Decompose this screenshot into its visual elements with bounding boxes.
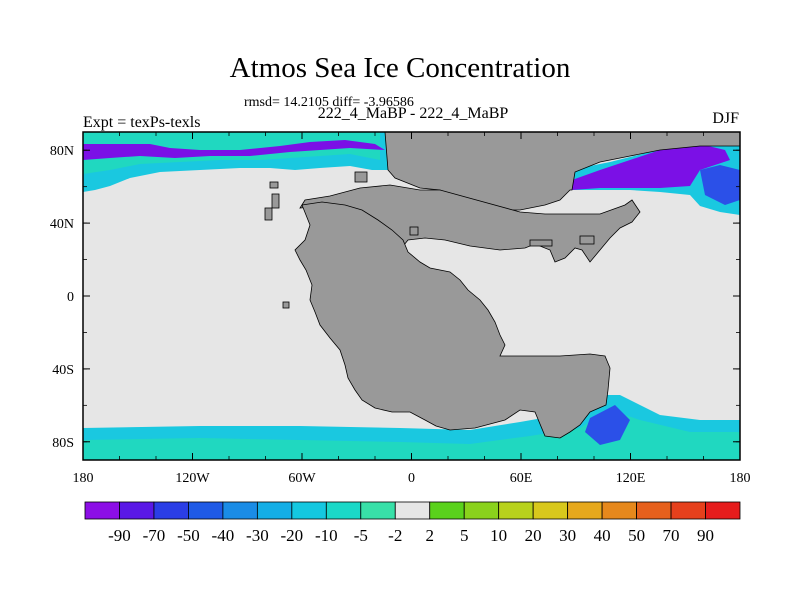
land-island-h bbox=[409, 226, 419, 236]
colorbar-label: 5 bbox=[460, 526, 469, 545]
colorbar-swatch bbox=[636, 501, 672, 520]
x-tick-label: 120W bbox=[175, 471, 210, 486]
colorbar-swatch bbox=[567, 501, 603, 520]
y-tick-label: 40N bbox=[50, 217, 74, 232]
colorbar-label: 50 bbox=[628, 526, 645, 545]
colorbar-label: -50 bbox=[177, 526, 200, 545]
colorbar-label: 30 bbox=[559, 526, 576, 545]
y-tick-label: 40S bbox=[52, 363, 74, 378]
colorbar-label: -20 bbox=[281, 526, 304, 545]
colorbar-swatch bbox=[463, 501, 500, 520]
colorbar-swatch bbox=[705, 501, 741, 520]
colorbar-swatch bbox=[532, 501, 569, 520]
experiment-subtitle: 222_4_MaBP - 222_4_MaBP bbox=[317, 105, 509, 122]
colorbar-label: -70 bbox=[143, 526, 166, 545]
colorbar-swatch bbox=[222, 501, 258, 520]
arctic-ice-loss-east-deep bbox=[700, 165, 740, 205]
land-island-g bbox=[579, 235, 595, 245]
colorbar-label: 40 bbox=[594, 526, 611, 545]
colorbar-label: -90 bbox=[108, 526, 131, 545]
land-island-d bbox=[282, 301, 290, 309]
colorbar-label: 20 bbox=[525, 526, 542, 545]
colorbar-swatch bbox=[670, 501, 706, 520]
colorbar-label: -30 bbox=[246, 526, 269, 545]
x-tick-label: 180 bbox=[73, 471, 94, 486]
colorbar-swatch bbox=[601, 501, 637, 520]
colorbar-label: 70 bbox=[663, 526, 680, 545]
colorbar-swatch bbox=[153, 501, 189, 520]
land-island-b bbox=[271, 193, 280, 209]
y-axis: 80N 40N 0 40S 80S bbox=[50, 144, 740, 451]
colorbar-label: 90 bbox=[697, 526, 714, 545]
colorbar-swatch bbox=[498, 501, 534, 520]
colorbar-label: 2 bbox=[425, 526, 434, 545]
colorbar-label: -5 bbox=[354, 526, 368, 545]
x-tick-label: 180 bbox=[730, 471, 751, 486]
colorbar-swatch bbox=[291, 501, 327, 520]
x-tick-label: 0 bbox=[408, 471, 415, 486]
land-island-c bbox=[264, 207, 273, 221]
land-island-a bbox=[269, 181, 279, 189]
land-east-asia bbox=[299, 184, 641, 263]
colorbar-swatch bbox=[360, 501, 396, 520]
colorbar-swatch bbox=[256, 501, 293, 520]
stats-text: rmsd= 14.2105 diff= -3.96586 bbox=[244, 95, 414, 110]
arctic-ice-loss-strong bbox=[83, 140, 385, 160]
colorbar: -90 -70 -50 -40 -30 -20 -10 -5 -2 2 5 10 20 30 40 50 70 9… bbox=[84, 501, 741, 545]
colorbar-swatch bbox=[429, 501, 465, 520]
x-tick-label: 120E bbox=[616, 471, 646, 486]
season-label: DJF bbox=[712, 110, 739, 127]
colorbar-swatch bbox=[325, 501, 362, 520]
colorbar-label: -40 bbox=[212, 526, 235, 545]
antarctic-ice-loss-deep bbox=[585, 405, 630, 445]
x-tick-label: 60E bbox=[510, 471, 533, 486]
land-island-f bbox=[529, 239, 553, 247]
land-north-polar bbox=[384, 132, 740, 211]
colorbar-swatch bbox=[84, 501, 120, 520]
y-tick-label: 80N bbox=[50, 144, 74, 159]
land-island-e bbox=[354, 171, 368, 183]
y-tick-label: 0 bbox=[67, 290, 74, 305]
land-main-continent bbox=[294, 201, 611, 439]
colorbar-swatch bbox=[119, 501, 155, 520]
colorbar-label: 10 bbox=[490, 526, 507, 545]
colorbar-swatch bbox=[188, 501, 224, 520]
colorbar-swatch bbox=[394, 501, 431, 520]
x-axis: 180 120W 60W 0 60E 120E 180 bbox=[73, 132, 751, 486]
x-tick-label: 60W bbox=[288, 471, 316, 486]
experiment-label: Expt = texPs-texls bbox=[83, 114, 201, 131]
colorbar-label: -2 bbox=[388, 526, 402, 545]
antarctic-ice-loss-inner bbox=[83, 410, 740, 460]
colorbar-label: -10 bbox=[315, 526, 338, 545]
y-tick-label: 80S bbox=[52, 436, 74, 451]
chart-title: Atmos Sea Ice Concentration bbox=[229, 52, 571, 84]
arctic-ice-loss-east-strong bbox=[572, 144, 730, 190]
